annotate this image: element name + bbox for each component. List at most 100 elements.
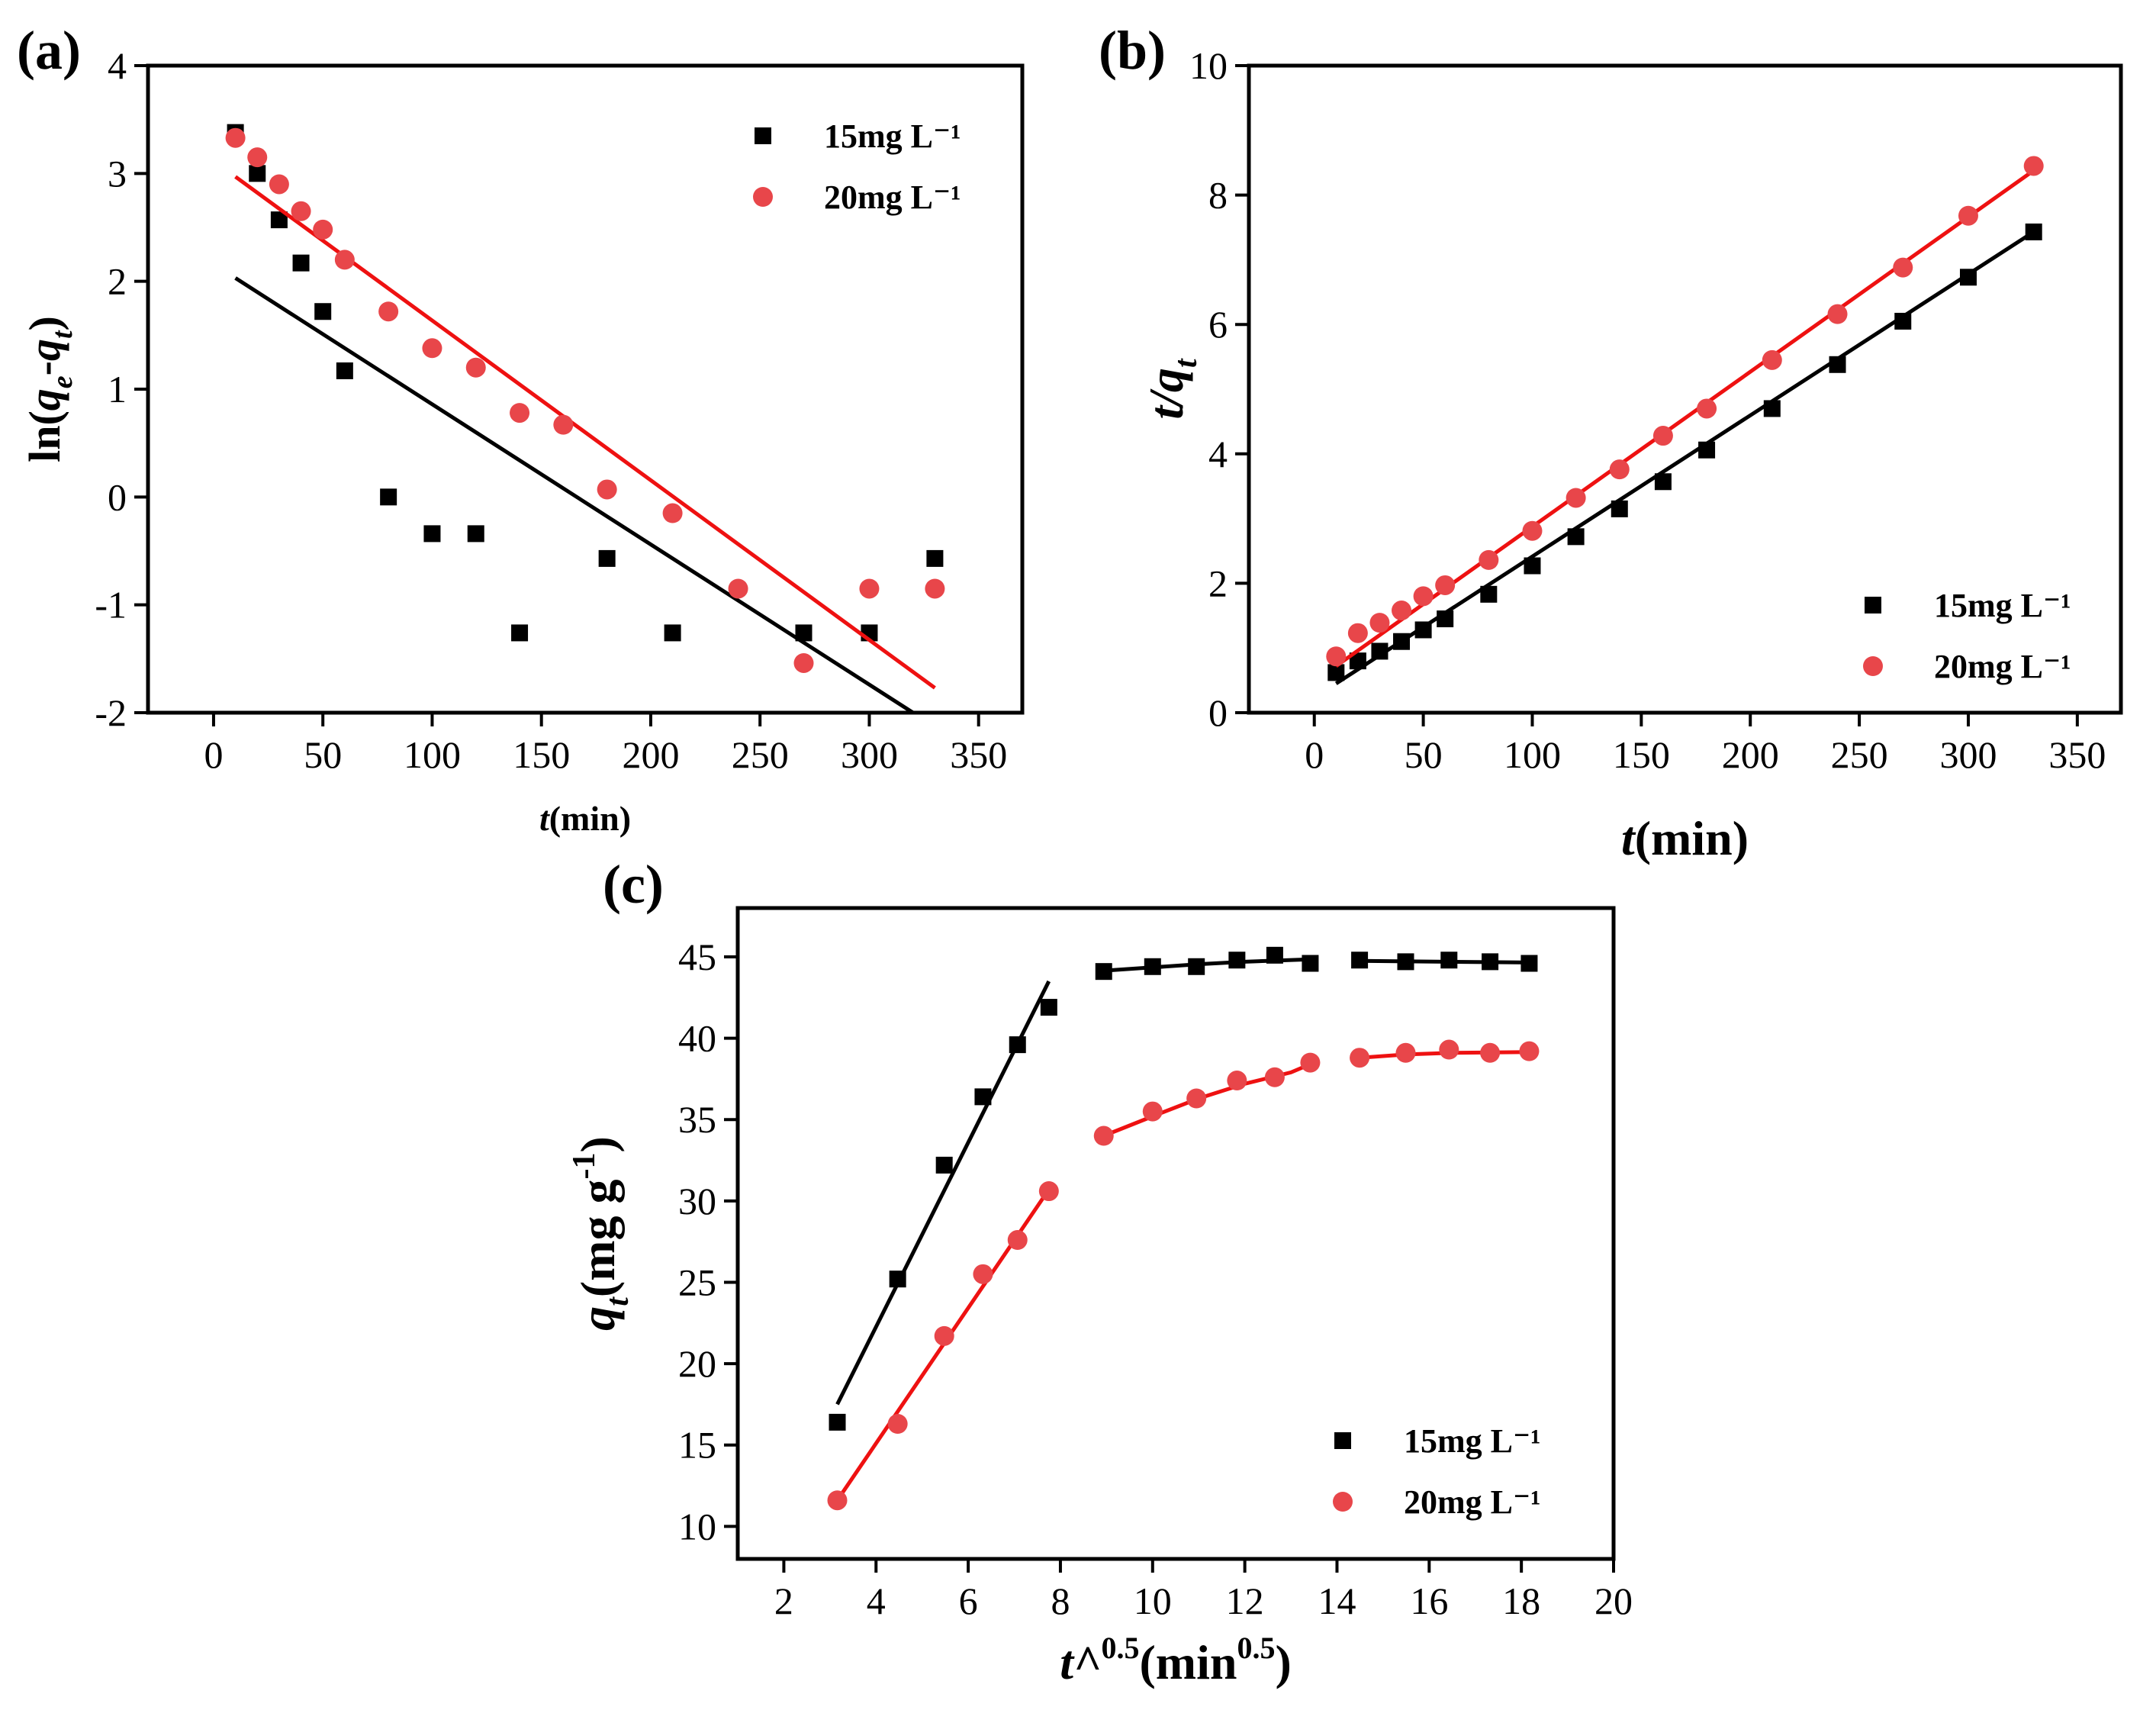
y-tick-label: 3 bbox=[108, 152, 127, 195]
data-point-square bbox=[314, 303, 332, 320]
fit-line-15mg bbox=[234, 276, 915, 715]
data-point-circle bbox=[510, 403, 530, 423]
data-point-square bbox=[270, 211, 288, 229]
legend-label: 20mg L⁻¹ bbox=[824, 179, 961, 216]
data-point-square bbox=[1440, 952, 1458, 969]
data-point-circle bbox=[378, 301, 399, 322]
data-point-circle bbox=[887, 1414, 908, 1435]
data-point-square bbox=[1698, 441, 1716, 459]
data-point-square bbox=[926, 549, 944, 567]
x-tick-label: 150 bbox=[513, 733, 570, 776]
data-point-square bbox=[1188, 958, 1205, 975]
data-point-circle bbox=[1038, 1181, 1059, 1202]
y-tick-label: 2 bbox=[1208, 562, 1228, 604]
data-point-circle bbox=[1300, 1052, 1321, 1073]
legend: 15mg L⁻¹ 20mg L⁻¹ bbox=[1333, 1422, 1540, 1521]
data-point-square bbox=[1327, 664, 1345, 681]
y-axis-label: ln(qe-qt) bbox=[20, 316, 79, 462]
y-tick-label: 1 bbox=[108, 368, 127, 411]
x-tick-label: 12 bbox=[1226, 1580, 1264, 1622]
x-tick-label: 50 bbox=[304, 733, 342, 776]
data-point-circle bbox=[1893, 257, 1913, 278]
data-point-square bbox=[423, 525, 441, 543]
legend-marker-square bbox=[1334, 1432, 1351, 1449]
chart-panel-a: 0 50 100 150 200 250 300 350 -2 -1 0 1 2 3 4 (a) t(min) l… bbox=[17, 20, 1025, 838]
x-tick-label: 100 bbox=[1504, 733, 1561, 776]
data-point-square bbox=[889, 1270, 906, 1288]
x-tick-label: 6 bbox=[959, 1580, 978, 1622]
data-point-square bbox=[1144, 958, 1161, 975]
y-tick-label: 6 bbox=[1208, 303, 1228, 346]
data-point-circle bbox=[793, 652, 814, 673]
data-point-square bbox=[1482, 953, 1499, 971]
data-point-circle bbox=[1350, 1048, 1370, 1068]
data-point-circle bbox=[597, 479, 617, 500]
legend-label: 20mg L⁻¹ bbox=[1934, 648, 2071, 685]
data-point-circle bbox=[1413, 586, 1434, 607]
data-point-circle bbox=[1093, 1126, 1114, 1146]
panel-label: (c) bbox=[603, 854, 664, 915]
data-point-square bbox=[829, 1413, 846, 1431]
y-tick-label: 40 bbox=[678, 1017, 716, 1060]
data-point-square bbox=[249, 165, 266, 182]
data-point-square bbox=[1371, 642, 1389, 660]
y-tick-label: 4 bbox=[108, 44, 127, 87]
data-point-circle bbox=[827, 1490, 848, 1511]
data-point-circle bbox=[422, 338, 442, 359]
y-tick-label: 10 bbox=[678, 1505, 716, 1547]
y-tick-label: 45 bbox=[678, 936, 716, 978]
legend-marker-circle bbox=[1333, 1492, 1353, 1512]
data-point-circle bbox=[1369, 613, 1390, 633]
data-point-circle bbox=[1519, 1041, 1540, 1061]
legend-label: 15mg L⁻¹ bbox=[1934, 587, 2071, 624]
data-point-square bbox=[2025, 223, 2042, 240]
x-tick-label: 18 bbox=[1502, 1580, 1540, 1622]
x-tick-label: 350 bbox=[950, 733, 1007, 776]
data-point-circle bbox=[247, 147, 268, 168]
legend-marker-circle bbox=[1863, 656, 1883, 676]
data-point-square bbox=[1654, 473, 1672, 491]
x-tick-label: 200 bbox=[622, 733, 679, 776]
data-point-circle bbox=[1697, 398, 1717, 419]
data-point-square bbox=[1829, 356, 1846, 373]
data-point-circle bbox=[334, 250, 355, 270]
y-tick-label: 8 bbox=[1208, 174, 1228, 217]
x-tick-label: 50 bbox=[1405, 733, 1443, 776]
data-point-circle bbox=[2023, 156, 2044, 176]
data-point-square bbox=[1040, 999, 1057, 1016]
data-point-circle bbox=[1392, 601, 1412, 621]
x-tick-label: 0 bbox=[1305, 733, 1324, 776]
data-point-circle bbox=[1007, 1230, 1028, 1251]
data-point-circle bbox=[1827, 304, 1848, 324]
data-point-circle bbox=[859, 578, 880, 599]
x-tick-label: 4 bbox=[867, 1580, 886, 1622]
data-point-circle bbox=[728, 578, 748, 599]
data-point-circle bbox=[1522, 520, 1543, 541]
y-tick-label: 4 bbox=[1208, 433, 1228, 475]
data-point-circle bbox=[1609, 459, 1630, 480]
legend-label: 20mg L⁻¹ bbox=[1404, 1483, 1540, 1521]
fit-line-15mg bbox=[1334, 230, 2035, 685]
plot-frame bbox=[146, 63, 1025, 715]
x-axis-label: t^0.5(min0.5) bbox=[1060, 1631, 1292, 1689]
data-point-square bbox=[1302, 955, 1319, 972]
panel-label: (b) bbox=[1099, 20, 1166, 81]
panel-label: (a) bbox=[17, 20, 81, 81]
x-tick-label: 8 bbox=[1051, 1580, 1070, 1622]
data-point-square bbox=[1266, 946, 1283, 964]
data-point-square bbox=[380, 488, 397, 506]
data-point-square bbox=[1437, 610, 1454, 628]
data-point-square bbox=[1567, 528, 1585, 546]
y-tick-label: -1 bbox=[95, 584, 127, 626]
data-point-square bbox=[292, 254, 310, 272]
data-point-circle bbox=[1480, 1042, 1501, 1063]
data-point-circle bbox=[1395, 1042, 1416, 1063]
data-point-square bbox=[1520, 955, 1538, 972]
data-point-circle bbox=[662, 503, 683, 523]
data-point-square bbox=[1393, 633, 1411, 650]
data-point-circle bbox=[1479, 549, 1499, 570]
data-point-square bbox=[1959, 269, 1977, 286]
y-tick-label: 20 bbox=[678, 1342, 716, 1385]
x-axis-label: t(min) bbox=[539, 799, 631, 838]
data-point-circle bbox=[1435, 575, 1456, 595]
